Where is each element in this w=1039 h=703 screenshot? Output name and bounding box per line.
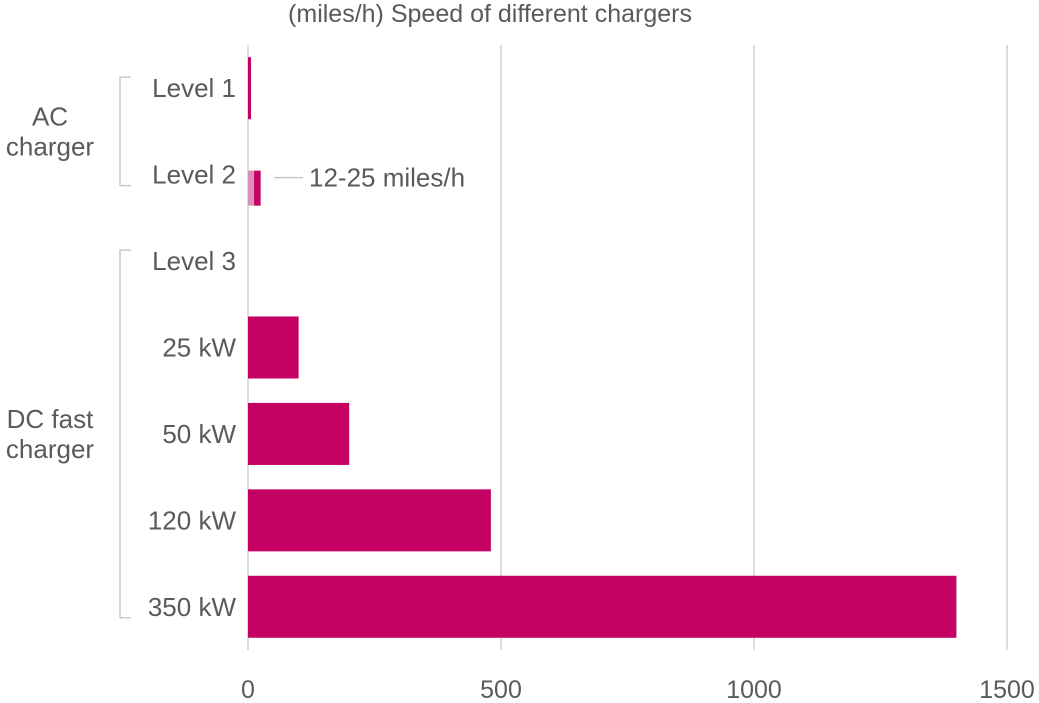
x-tick-label: 500 [480,676,522,703]
x-tick-label: 1000 [726,676,782,703]
bar-range-base [248,170,255,206]
category-label: 50 kW [162,419,236,449]
category-label: 120 kW [148,505,237,535]
x-tick-labels: 0 500 1000 1500 [241,676,1035,703]
x-tick-label: 1500 [979,676,1035,703]
bar [248,402,350,465]
group-bracket [119,76,131,187]
annotations: 12-25 miles/h [274,163,465,193]
bar [254,170,261,206]
category-label: Level 2 [152,160,236,190]
category-label: Level 3 [152,246,236,276]
chart-title: (miles/h) Speed of different chargers [288,0,692,28]
category-label: Level 1 [152,73,236,103]
x-tick-label: 0 [241,676,255,703]
annotation-label: 12-25 miles/h [309,163,465,193]
bar [248,57,251,120]
bar [248,575,957,638]
group-label: DC fast charger [6,404,94,464]
bar [248,316,299,379]
category-labels: Level 1 Level 2 Level 3 25 kW 50 kW 120 kW 350… [148,73,237,622]
gridlines [247,45,1008,650]
bar [248,489,491,552]
category-label: 25 kW [162,333,236,363]
group-bracket [119,249,131,619]
group-labels: AC charger DC fast charger [6,76,131,619]
group-label: AC charger [6,101,94,161]
category-label: 350 kW [148,592,237,622]
bars [248,57,957,638]
